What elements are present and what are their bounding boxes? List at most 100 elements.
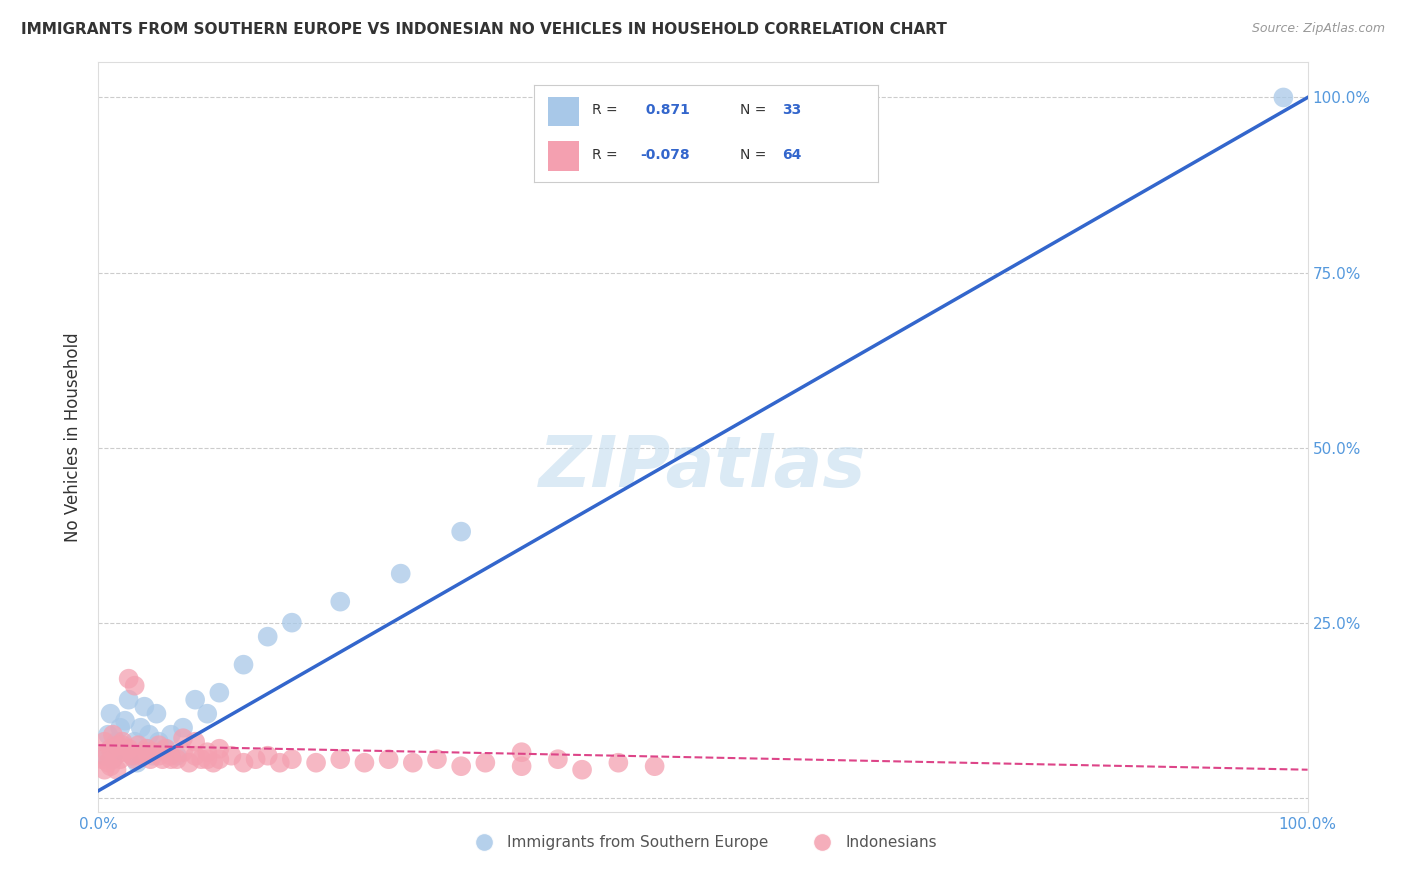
Point [96, 745, 118, 759]
Point [547, 752, 569, 766]
Point [269, 756, 291, 770]
Point [208, 741, 231, 756]
Point [114, 745, 136, 759]
Point [104, 748, 127, 763]
Point [127, 738, 149, 752]
Point [101, 752, 124, 766]
Point [93, 748, 115, 763]
Point [148, 734, 170, 748]
Point [172, 745, 194, 759]
Point [426, 752, 449, 766]
Point [329, 594, 352, 608]
Point [195, 745, 218, 759]
Point [127, 756, 149, 770]
Text: ZIPatlas: ZIPatlas [540, 433, 866, 501]
Point [105, 763, 128, 777]
Point [329, 752, 352, 766]
Point [221, 748, 243, 763]
Point [245, 752, 267, 766]
Text: IMMIGRANTS FROM SOUTHERN EUROPE VS INDONESIAN NO VEHICLES IN HOUSEHOLD CORRELATI: IMMIGRANTS FROM SOUTHERN EUROPE VS INDON… [21, 22, 948, 37]
Point [138, 728, 160, 742]
Point [148, 738, 170, 752]
Point [208, 686, 231, 700]
Point [100, 706, 122, 721]
Point [377, 752, 399, 766]
Point [305, 756, 328, 770]
Point [184, 734, 207, 748]
Point [118, 672, 141, 686]
Text: Source: ZipAtlas.com: Source: ZipAtlas.com [1251, 22, 1385, 36]
Point [160, 728, 183, 742]
Point [281, 752, 304, 766]
Point [450, 759, 472, 773]
Point [232, 756, 254, 770]
Point [644, 759, 666, 773]
Point [108, 721, 131, 735]
Point [256, 630, 278, 644]
Point [97, 756, 120, 770]
Point [160, 748, 183, 763]
Point [124, 734, 146, 748]
Point [114, 714, 136, 728]
Point [166, 752, 188, 766]
Point [208, 752, 231, 766]
Point [142, 748, 165, 763]
Y-axis label: No Vehicles in Household: No Vehicles in Household [65, 332, 83, 542]
Point [450, 524, 472, 539]
Point [184, 748, 207, 763]
Point [107, 738, 129, 752]
Point [111, 738, 134, 752]
Point [135, 741, 157, 756]
Point [160, 752, 183, 766]
Point [166, 748, 188, 763]
Point [474, 756, 496, 770]
Point [131, 748, 153, 763]
Legend: Immigrants from Southern Europe, Indonesians: Immigrants from Southern Europe, Indones… [463, 830, 943, 856]
Point [124, 752, 146, 766]
Point [121, 748, 143, 763]
Point [195, 752, 218, 766]
Point [155, 741, 177, 756]
Point [124, 679, 146, 693]
Point [145, 706, 167, 721]
Point [1272, 90, 1295, 104]
Point [108, 752, 131, 766]
Point [105, 734, 128, 748]
Point [118, 741, 141, 756]
Point [353, 756, 375, 770]
Point [195, 706, 218, 721]
Point [179, 756, 201, 770]
Point [571, 763, 593, 777]
Point [134, 699, 156, 714]
Point [91, 752, 114, 766]
Point [111, 741, 134, 756]
Point [256, 748, 278, 763]
Point [93, 763, 115, 777]
Point [153, 741, 176, 756]
Point [121, 748, 143, 763]
Point [510, 759, 533, 773]
Point [100, 741, 122, 756]
Point [148, 748, 170, 763]
Point [281, 615, 304, 630]
Point [190, 752, 212, 766]
Point [111, 734, 134, 748]
Point [172, 721, 194, 735]
Point [232, 657, 254, 672]
Point [389, 566, 412, 581]
Point [152, 752, 174, 766]
Point [129, 721, 152, 735]
Point [607, 756, 630, 770]
Point [184, 692, 207, 706]
Point [143, 745, 166, 759]
Point [118, 692, 141, 706]
Point [97, 728, 120, 742]
Point [135, 745, 157, 759]
Point [172, 731, 194, 746]
Point [202, 756, 225, 770]
Point [510, 745, 533, 759]
Point [139, 752, 162, 766]
Point [101, 728, 124, 742]
Point [93, 734, 115, 748]
Point [100, 759, 122, 773]
